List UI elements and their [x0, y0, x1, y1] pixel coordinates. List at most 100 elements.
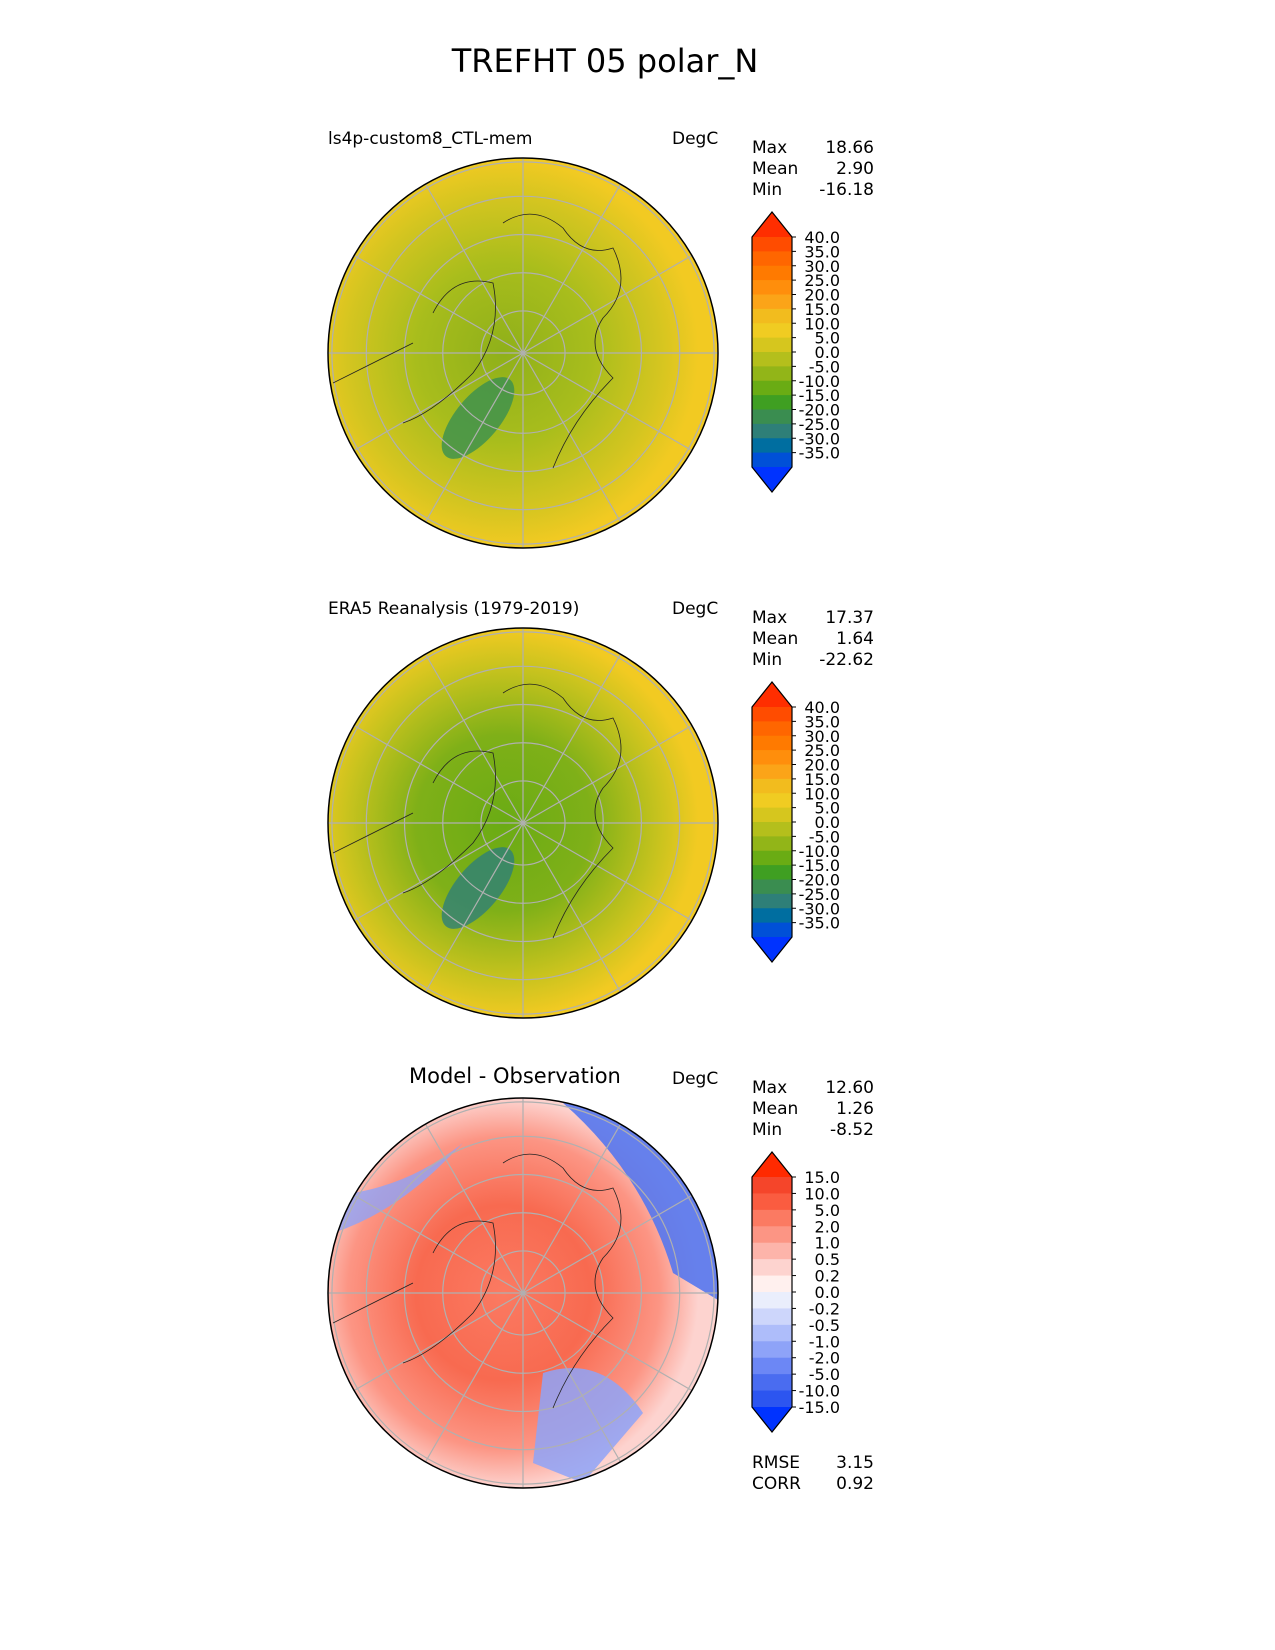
colorbar: 15.010.05.02.01.00.50.20.0-0.2-0.5-1.0-2…: [751, 1151, 840, 1433]
stat-value: 2.90: [836, 159, 874, 179]
colorbar-segment: [752, 721, 792, 737]
polar-map: [328, 1098, 718, 1488]
colorbar-segment: [752, 380, 792, 396]
colorbar-tick-label: 25.0: [804, 271, 840, 290]
longitude-gridline: [353, 1292, 524, 1392]
stat-label: Mean: [752, 629, 799, 649]
negative-anomaly-region: [333, 1143, 463, 1233]
longitude-gridline: [424, 653, 524, 824]
colorbar-tick-label: -10.0: [799, 842, 840, 861]
stat-label: Mean: [752, 1099, 799, 1119]
longitude-gridline: [522, 1123, 622, 1294]
stat-value: 17.37: [825, 608, 874, 628]
colorbar-segment: [752, 778, 792, 794]
stats-model: Max 18.66 Mean 2.90 Min -16.18: [752, 138, 874, 201]
metric-value: 3.15: [836, 1453, 874, 1473]
colorbar-tick-label: -2.0: [809, 1349, 840, 1368]
colorbar-tick-label: 10.0: [804, 784, 840, 803]
map-boundary: [327, 157, 719, 549]
colorbar-tick-label: 20.0: [804, 286, 840, 305]
colorbar-segment: [752, 922, 792, 938]
longitude-gridline: [522, 822, 622, 993]
colorbar: 40.035.030.025.020.015.010.05.00.0-5.0-1…: [751, 211, 840, 493]
units-label: DegC: [672, 599, 719, 619]
colorbar-segment: [752, 908, 792, 924]
longitude-gridline: [424, 352, 524, 523]
colorbar-segment: [752, 1209, 792, 1227]
colorbar-segment: [752, 850, 792, 866]
colorbar-segment: [752, 707, 792, 722]
colorbar-tick-label: -25.0: [799, 415, 840, 434]
longitude-gridline: [522, 183, 622, 354]
colorbar-segment: [752, 865, 792, 880]
stat-value: -8.52: [830, 1120, 874, 1140]
longitude-gridline: [522, 653, 622, 824]
colorbar-tick-label: 10.0: [804, 1184, 840, 1203]
colorbar-segment: [752, 793, 792, 809]
colorbar-tick-label: -5.0: [809, 357, 840, 376]
colorbar-tick-label: 40.0: [804, 698, 840, 717]
stat-label: Max: [752, 608, 788, 628]
longitude-gridline: [353, 1194, 524, 1294]
longitude-gridline: [424, 822, 524, 993]
longitude-gridline: [522, 724, 693, 824]
stat-value: 1.26: [836, 1099, 874, 1119]
colorbar: 40.035.030.025.020.015.010.05.00.0-5.0-1…: [751, 681, 840, 963]
panel-title-model: ls4p-custom8_CTL-mem: [328, 129, 533, 149]
colorbar-extend-min: [752, 937, 792, 962]
colorbar-tick-label: -25.0: [799, 885, 840, 904]
colorbar-segment: [752, 366, 792, 382]
colorbar-tick-label: 35.0: [804, 242, 840, 261]
colorbar-segment: [752, 265, 792, 281]
colorbar-tick-label: 15.0: [804, 1168, 840, 1187]
metric-label: RMSE: [752, 1453, 801, 1473]
colorbar-tick-label: 0.0: [815, 1283, 840, 1302]
colorbar-tick-label: 2.0: [815, 1217, 840, 1236]
coastline: [332, 1153, 622, 1409]
colorbar-segment: [752, 438, 792, 454]
colorbar-segment: [752, 1341, 792, 1359]
colorbar-segment: [752, 1374, 792, 1392]
colorbar-segment: [752, 237, 792, 252]
coastline: [332, 683, 622, 939]
stat-label: Max: [752, 138, 788, 158]
colorbar-tick-label: -5.0: [809, 827, 840, 846]
colorbar-tick-label: 20.0: [804, 756, 840, 775]
colorbar-tick-label: -15.0: [799, 856, 840, 875]
colorbar-tick-label: 15.0: [804, 770, 840, 789]
stat-value: 1.64: [836, 629, 874, 649]
colorbar-segment: [752, 1390, 792, 1408]
colorbar-tick-label: 35.0: [804, 712, 840, 731]
colorbar-tick-label: 0.5: [815, 1250, 840, 1269]
polar-map: [328, 158, 718, 548]
colorbar-segment: [752, 294, 792, 310]
colorbar-segment: [752, 1275, 792, 1293]
stat-label: Min: [752, 180, 783, 200]
colorbar-segment: [752, 1308, 792, 1326]
stat-value: 18.66: [825, 138, 874, 158]
colorbar-tick-label: -15.0: [799, 386, 840, 405]
colorbar-segment: [752, 750, 792, 765]
polar-map: [328, 628, 718, 1018]
colorbar-segment: [752, 1193, 792, 1211]
panel-title-obs: ERA5 Reanalysis (1979-2019): [328, 599, 580, 619]
colorbar-segment: [752, 409, 792, 425]
colorbar-segment: [752, 395, 792, 410]
colorbar-tick-label: -30.0: [799, 899, 840, 918]
colorbar-segment: [752, 764, 792, 780]
units-label: DegC: [672, 1069, 719, 1089]
colorbar-extend-max: [752, 212, 792, 237]
colorbar-tick-label: 40.0: [804, 228, 840, 247]
colorbar-segment: [752, 1292, 792, 1309]
longitude-gridline: [522, 352, 693, 452]
colorbar-extend-min: [752, 467, 792, 492]
colorbar-segment: [752, 807, 792, 823]
figure-title: TREFHT 05 polar_N: [451, 42, 759, 80]
colorbar-segment: [752, 308, 792, 324]
stat-label: Min: [752, 1120, 783, 1140]
colorbar-outline: [751, 211, 793, 493]
colorbar-tick-label: -20.0: [799, 871, 840, 890]
colorbar-segment: [752, 1324, 792, 1342]
colorbar-segment: [752, 1259, 792, 1277]
